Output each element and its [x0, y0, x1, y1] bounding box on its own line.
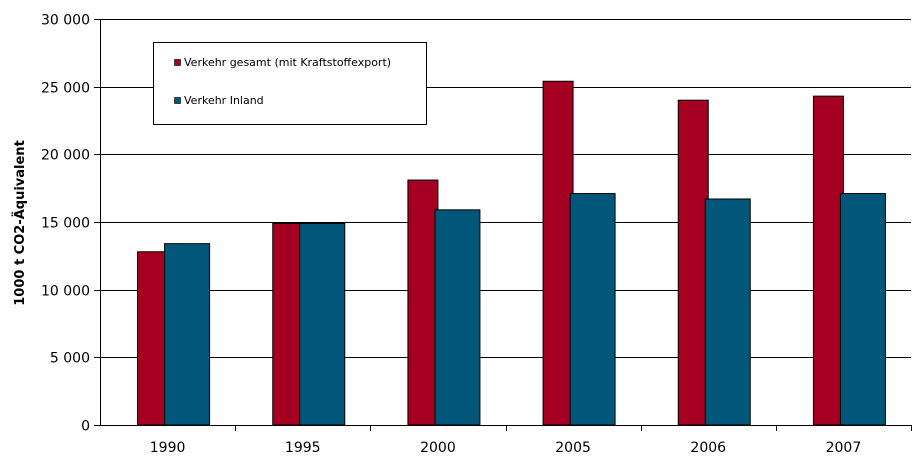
- bar-verkehr-gesamt: [407, 179, 439, 426]
- bar-verkehr-inland: [569, 193, 616, 426]
- x-tick-label: 2000: [420, 440, 456, 456]
- bar-verkehr-gesamt: [272, 222, 304, 426]
- x-tick-label: 1995: [285, 440, 321, 456]
- bar-verkehr-gesamt: [542, 80, 574, 426]
- y-tick-label: 25 000: [41, 81, 90, 97]
- legend-swatch: [174, 59, 181, 66]
- y-tick-label: 20 000: [41, 148, 90, 164]
- x-tick-label: 2007: [826, 440, 862, 456]
- y-tick-label: 10 000: [41, 284, 90, 300]
- bar-verkehr-inland: [299, 222, 346, 426]
- legend-label: Verkehr Inland: [184, 94, 264, 107]
- legend-swatch: [174, 97, 181, 104]
- x-tick-label: 2006: [690, 440, 726, 456]
- bar-verkehr-inland: [704, 198, 751, 426]
- y-axis-title: 1000 t CO2-Äquivalent: [12, 140, 28, 306]
- bar-verkehr-gesamt: [137, 251, 169, 426]
- y-tick-labels: 0 5 000 10 000 15 000 20 000 25 000 30 000: [41, 13, 90, 435]
- y-tick-label: 15 000: [41, 216, 90, 232]
- bar-verkehr-inland: [839, 193, 886, 426]
- y-tick-label: 30 000: [41, 13, 90, 29]
- legend-box: [153, 42, 427, 125]
- x-tick-label: 2005: [555, 440, 591, 456]
- bar-verkehr-gesamt: [812, 95, 844, 426]
- y-tick-label: 0: [81, 419, 90, 435]
- axes: [94, 19, 912, 431]
- legend-label: Verkehr gesamt (mit Kraftstoffexport): [184, 56, 391, 69]
- bar-verkehr-inland: [434, 209, 481, 426]
- bars: [137, 80, 886, 426]
- y-tick-label: 5 000: [50, 351, 90, 367]
- bar-verkehr-gesamt: [677, 99, 709, 426]
- x-tick-labels: 1990 1995 2000 2005 2006 2007: [150, 440, 861, 456]
- legend: Verkehr gesamt (mit Kraftstoffexport) Ver…: [153, 42, 427, 125]
- bar-verkehr-inland: [164, 243, 211, 426]
- x-tick-label: 1990: [150, 440, 186, 456]
